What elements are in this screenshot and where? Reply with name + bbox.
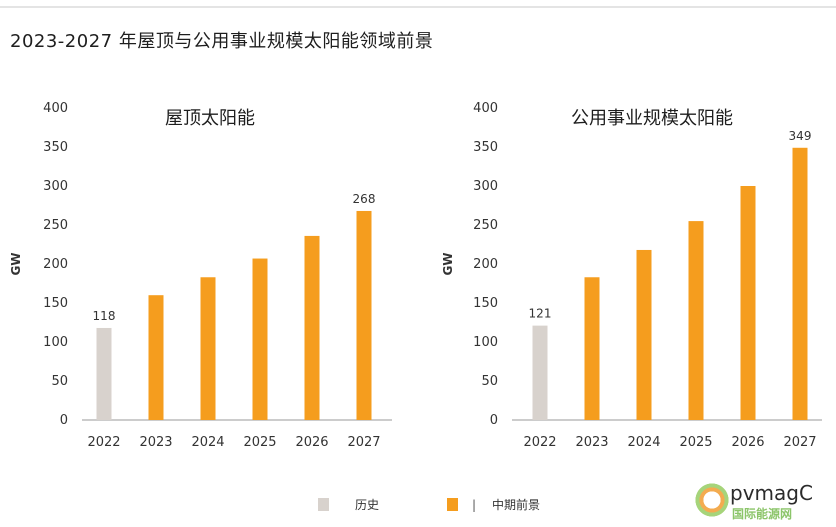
y-tick-label: 50 — [481, 374, 498, 389]
bar-2022 — [96, 327, 112, 420]
watermark: pvmagC 国际能源网 — [692, 476, 832, 524]
x-tick-label: 2023 — [575, 435, 608, 450]
y-axis-label: GW — [9, 252, 23, 275]
bar-2025 — [252, 258, 268, 420]
chart-legend: 历史 | 中期前景 — [0, 496, 836, 520]
x-tick-label: 2023 — [139, 435, 172, 450]
y-tick-label: 200 — [43, 257, 68, 272]
x-tick-label: 2022 — [523, 435, 556, 450]
y-tick-label: 0 — [60, 413, 68, 428]
watermark-sub-text: 国际能源网 — [732, 507, 793, 521]
y-axis-label: GW — [441, 252, 455, 275]
x-tick-label: 2025 — [679, 435, 712, 450]
x-tick-label: 2027 — [783, 435, 816, 450]
x-tick-label: 2026 — [295, 435, 328, 450]
bar-2027 — [356, 210, 372, 420]
x-tick-label: 2027 — [347, 435, 380, 450]
y-tick-label: 300 — [473, 179, 498, 194]
legend-label-history: 历史 — [355, 498, 380, 512]
x-tick-label: 2022 — [87, 435, 120, 450]
legend-label-forecast: 中期前景 — [492, 498, 541, 512]
top-divider — [0, 6, 836, 8]
data-label: 118 — [93, 309, 116, 323]
y-tick-label: 400 — [473, 101, 498, 116]
chart-title: 屋顶太阳能 — [165, 108, 255, 129]
legend-swatch-history — [318, 498, 329, 511]
bar-2026 — [304, 235, 320, 420]
y-tick-label: 100 — [43, 335, 68, 350]
bar-2026 — [740, 186, 756, 420]
x-tick-label: 2024 — [627, 435, 660, 450]
chart-title: 公用事业规模太阳能 — [571, 108, 733, 129]
x-tick-label: 2025 — [243, 435, 276, 450]
x-tick-label: 2024 — [191, 435, 224, 450]
page-title: 2023-2027 年屋顶与公用事业规模太阳能领域前景 — [10, 31, 434, 52]
y-tick-label: 100 — [473, 335, 498, 350]
bar-2023 — [584, 277, 600, 420]
y-tick-label: 50 — [51, 374, 68, 389]
data-label: 349 — [789, 129, 812, 143]
y-tick-label: 150 — [43, 296, 68, 311]
legend-item-history: 历史 — [318, 496, 379, 513]
bar-2023 — [148, 295, 164, 420]
y-tick-label: 350 — [43, 140, 68, 155]
x-tick-label: 2026 — [731, 435, 764, 450]
y-tick-label: 150 — [473, 296, 498, 311]
legend-item-forecast: | 中期前景 — [447, 496, 540, 513]
bar-2024 — [200, 277, 216, 420]
wechat-flower-icon — [692, 480, 732, 520]
y-tick-label: 250 — [473, 218, 498, 233]
bar-2022 — [532, 325, 548, 420]
y-tick-label: 300 — [43, 179, 68, 194]
legend-separator: | — [472, 497, 477, 512]
y-tick-label: 250 — [43, 218, 68, 233]
bar-2025 — [688, 221, 704, 420]
y-tick-label: 400 — [43, 101, 68, 116]
bar-2024 — [636, 249, 652, 420]
y-tick-label: 200 — [473, 257, 498, 272]
data-label: 121 — [529, 307, 552, 321]
watermark-main-text: pvmagC — [730, 481, 813, 505]
data-label: 268 — [353, 192, 376, 206]
y-tick-label: 0 — [490, 413, 498, 428]
y-tick-label: 350 — [473, 140, 498, 155]
legend-swatch-forecast — [447, 498, 458, 511]
bar-2027 — [792, 147, 808, 420]
